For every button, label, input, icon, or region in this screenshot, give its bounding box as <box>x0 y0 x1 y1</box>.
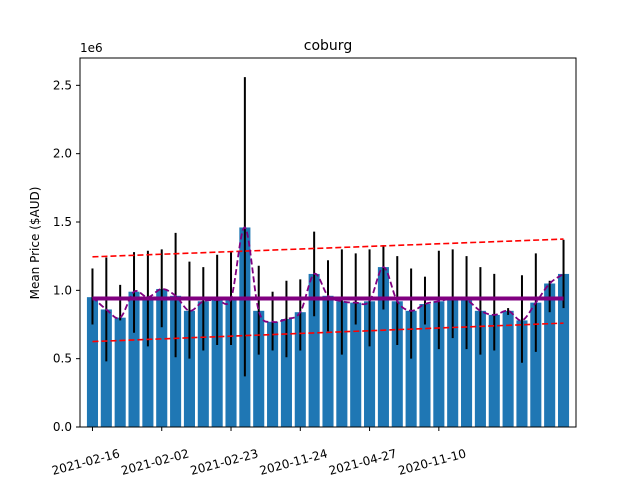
bar <box>211 299 223 427</box>
y-tick-label: 0.0 <box>53 420 72 434</box>
bar <box>280 319 292 427</box>
bar <box>461 299 473 427</box>
bar <box>183 310 195 427</box>
bar <box>114 317 126 427</box>
bar <box>336 301 348 427</box>
bar <box>474 310 486 427</box>
y-tick-label: 2.0 <box>53 147 72 161</box>
plot-area: 0.00.51.01.52.02.52021-02-162021-02-0220… <box>50 57 577 478</box>
chart-title: coburg <box>304 38 352 54</box>
bar <box>405 310 417 427</box>
bar <box>364 301 376 427</box>
bar <box>86 297 99 427</box>
bar <box>142 297 154 427</box>
bar <box>433 301 445 427</box>
y-tick-label: 1.5 <box>53 215 72 229</box>
bar <box>530 302 542 427</box>
bar <box>100 309 112 427</box>
bar <box>308 273 320 427</box>
bar <box>253 310 265 427</box>
y-axis-label: Mean Price ($AUD) <box>28 187 42 300</box>
bar <box>170 295 182 427</box>
bar <box>225 298 237 427</box>
smoothed-line <box>91 226 565 324</box>
bar <box>419 304 431 427</box>
bar <box>322 295 334 427</box>
bar <box>502 310 514 427</box>
bar <box>350 302 362 427</box>
bar <box>156 288 168 427</box>
bar <box>377 267 389 427</box>
bar <box>391 301 403 427</box>
y-tick-label: 0.5 <box>53 352 72 366</box>
lower-trend-line <box>92 322 564 343</box>
axes-frame <box>79 57 577 428</box>
y-axis-multiplier: 1e6 <box>80 41 103 55</box>
bar <box>128 291 140 427</box>
bar <box>557 273 570 427</box>
upper-trend-line <box>92 238 564 258</box>
bar <box>267 321 279 427</box>
bar <box>516 320 528 427</box>
bar <box>447 298 459 427</box>
bar <box>197 301 209 427</box>
y-tick-label: 2.5 <box>53 78 72 92</box>
bar <box>488 314 500 427</box>
y-tick-label: 1.0 <box>53 283 72 297</box>
bar <box>544 283 556 427</box>
bar <box>294 312 306 427</box>
